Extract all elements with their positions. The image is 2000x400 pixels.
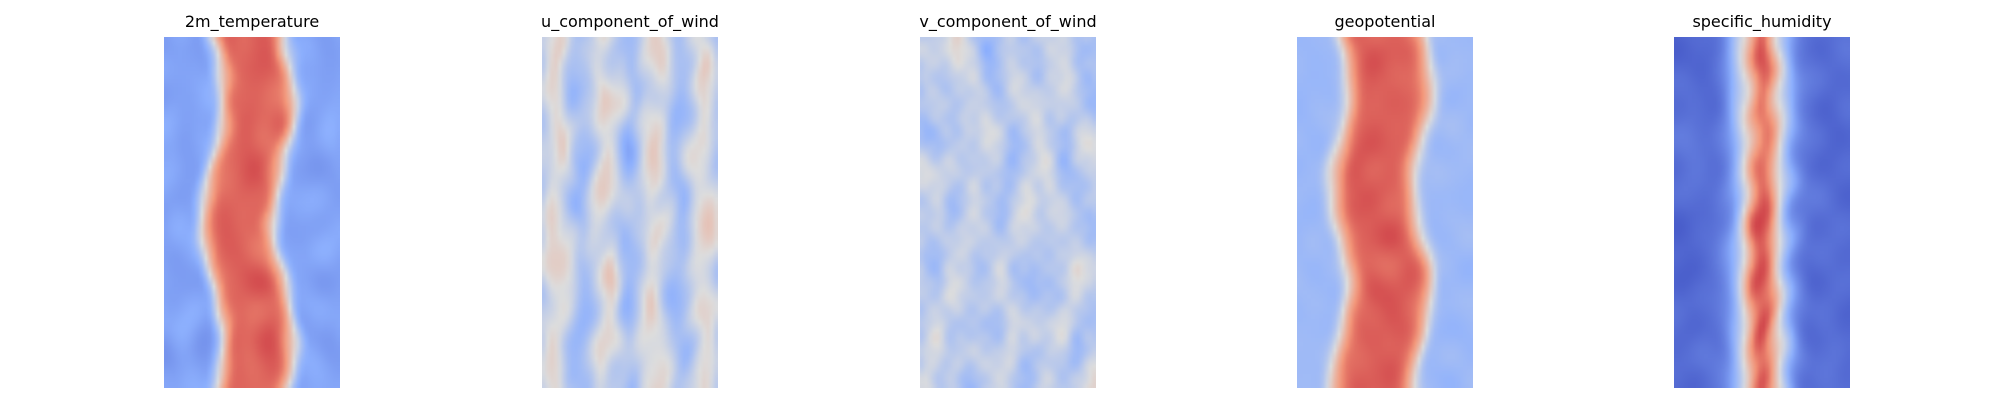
geopotential-field-image xyxy=(1297,37,1473,388)
panel-2m-temperature: 2m_temperature xyxy=(164,0,340,400)
panel-title: geopotential xyxy=(1334,12,1436,31)
temperature-field-image xyxy=(164,37,340,388)
panel-geopotential: geopotential xyxy=(1297,0,1473,400)
v-wind-field-image xyxy=(920,37,1096,388)
panel-title: u_component_of_wind xyxy=(541,12,719,31)
u-wind-field-image xyxy=(542,37,718,388)
panel-title: v_component_of_wind xyxy=(919,12,1097,31)
panel-specific-humidity: specific_humidity xyxy=(1674,0,1850,400)
panel-u-component-of-wind: u_component_of_wind xyxy=(541,0,719,400)
panel-v-component-of-wind: v_component_of_wind xyxy=(919,0,1097,400)
panel-title: specific_humidity xyxy=(1692,12,1832,31)
humidity-field-image xyxy=(1674,37,1850,388)
panel-title: 2m_temperature xyxy=(184,12,320,31)
